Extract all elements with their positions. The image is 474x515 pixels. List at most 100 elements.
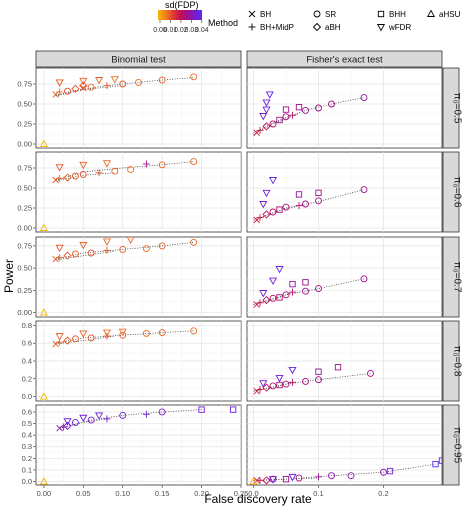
- x-tick-label: 0.05: [76, 489, 91, 498]
- y-tick-label: 0.00: [17, 308, 32, 317]
- data-point-triangle-down: [79, 77, 88, 86]
- row-strip-label: π₀=0.95: [452, 427, 463, 464]
- data-point-triangle-up: [249, 477, 258, 485]
- data-point-square: [302, 279, 309, 286]
- data-point-x: [79, 84, 87, 92]
- data-point-circle: [302, 106, 309, 114]
- panel-background: [35, 236, 242, 318]
- series-line: [55, 250, 115, 261]
- data-point-circle: [190, 238, 198, 246]
- data-point-plus: [60, 423, 68, 431]
- data-point-circle: [269, 294, 277, 302]
- data-point-plus: [289, 111, 296, 119]
- data-point-circle: [71, 418, 79, 426]
- data-point-circle: [119, 331, 127, 339]
- data-point-circle: [158, 408, 166, 416]
- panel-background: [35, 404, 242, 486]
- data-point-square: [282, 106, 290, 113]
- data-point-circle: [282, 113, 290, 121]
- legend-bhh-marker: [377, 10, 385, 18]
- data-point-square: [276, 116, 283, 124]
- data-point-diamond: [63, 336, 72, 345]
- legend-label: aBH: [325, 23, 341, 32]
- data-point-circle: [64, 87, 71, 95]
- data-point-diamond: [262, 383, 271, 392]
- data-point-square: [315, 189, 322, 196]
- x-tick-label: 0.00: [37, 489, 52, 498]
- data-point-plus: [56, 88, 64, 96]
- data-point-triangle-up: [39, 392, 48, 400]
- data-point-triangle-down: [259, 201, 268, 209]
- data-point-circle: [360, 275, 368, 283]
- y-tick-label: 0.1: [22, 465, 32, 474]
- data-point-circle: [71, 172, 79, 180]
- legend-label: BH+MidP: [260, 23, 294, 32]
- data-point-plus: [142, 410, 150, 418]
- data-point-circle: [127, 166, 135, 174]
- legend-label: BHH: [389, 10, 406, 19]
- data-point-triangle-up: [39, 223, 48, 231]
- series-line: [55, 335, 115, 345]
- panel: [35, 67, 242, 149]
- panel: [246, 320, 443, 402]
- data-point-triangle-down: [95, 412, 104, 420]
- data-point-square: [334, 364, 342, 371]
- y-tick-label: 0.3: [22, 442, 32, 451]
- legend-label: aHSU: [439, 10, 461, 19]
- y-tick-label: 0.6: [22, 407, 32, 416]
- panel-background: [246, 236, 443, 318]
- data-point-circle: [87, 416, 95, 424]
- y-tick-label: 0.25: [17, 286, 32, 295]
- panel-background: [246, 67, 443, 149]
- data-point-circle: [87, 249, 95, 257]
- data-point-triangle-down: [265, 91, 274, 99]
- data-point-triangle-down: [55, 244, 64, 253]
- series-line: [55, 241, 194, 260]
- colorbar-tick-label: 0.02: [174, 27, 188, 34]
- data-point-diamond: [262, 210, 271, 219]
- data-point-circle: [71, 250, 79, 258]
- y-tick-label: 0.25: [17, 120, 32, 129]
- column-strip-label: Binomial test: [111, 55, 166, 66]
- series-line: [59, 418, 108, 429]
- data-point-circle: [190, 327, 198, 335]
- row-strip-label: π₀=0.7: [452, 262, 463, 293]
- panel-background: [246, 151, 443, 233]
- colorbar-tick-label: 0.04: [195, 27, 209, 34]
- data-point-plus: [103, 246, 111, 254]
- data-point-circle: [328, 100, 335, 108]
- y-tick-label: 0.50: [17, 184, 32, 193]
- x-axis-title: False discovery rate: [204, 492, 312, 506]
- data-point-square: [276, 294, 283, 301]
- y-tick-label: 0.6: [22, 339, 32, 348]
- data-point-triangle-down: [262, 99, 271, 107]
- row-strip: [442, 236, 460, 318]
- y-tick-label: 0.50: [17, 264, 32, 273]
- y-tick-label: 0.5: [22, 419, 32, 428]
- data-point-plus: [142, 160, 150, 168]
- series-line: [253, 205, 300, 221]
- data-point-circle: [190, 158, 198, 166]
- panel: [246, 404, 443, 486]
- data-point-circle: [282, 380, 290, 388]
- data-point-circle: [315, 104, 322, 112]
- data-point-triangle-down: [259, 380, 268, 388]
- column-strip: [246, 50, 443, 68]
- data-point-triangle-down: [268, 177, 278, 185]
- data-point-circle: [119, 245, 127, 253]
- colorbar-tick-label: 0.03: [185, 27, 199, 34]
- data-point-circle: [111, 167, 119, 175]
- data-point-circle: [315, 197, 322, 205]
- x-tick-label: 0.0: [248, 489, 258, 498]
- y-tick-label: 0.0: [22, 392, 32, 401]
- data-point-triangle-down: [63, 418, 72, 426]
- data-point-square: [198, 406, 205, 413]
- panel-background: [35, 67, 242, 149]
- data-point-plus: [95, 169, 103, 177]
- legend-label: wFDR: [388, 23, 411, 32]
- method-legend-title: Method: [208, 18, 238, 28]
- legend-wfdr-marker: [376, 24, 386, 32]
- data-point-triangle-down: [288, 366, 297, 375]
- data-point-circle: [302, 200, 309, 208]
- data-point-square: [315, 368, 322, 375]
